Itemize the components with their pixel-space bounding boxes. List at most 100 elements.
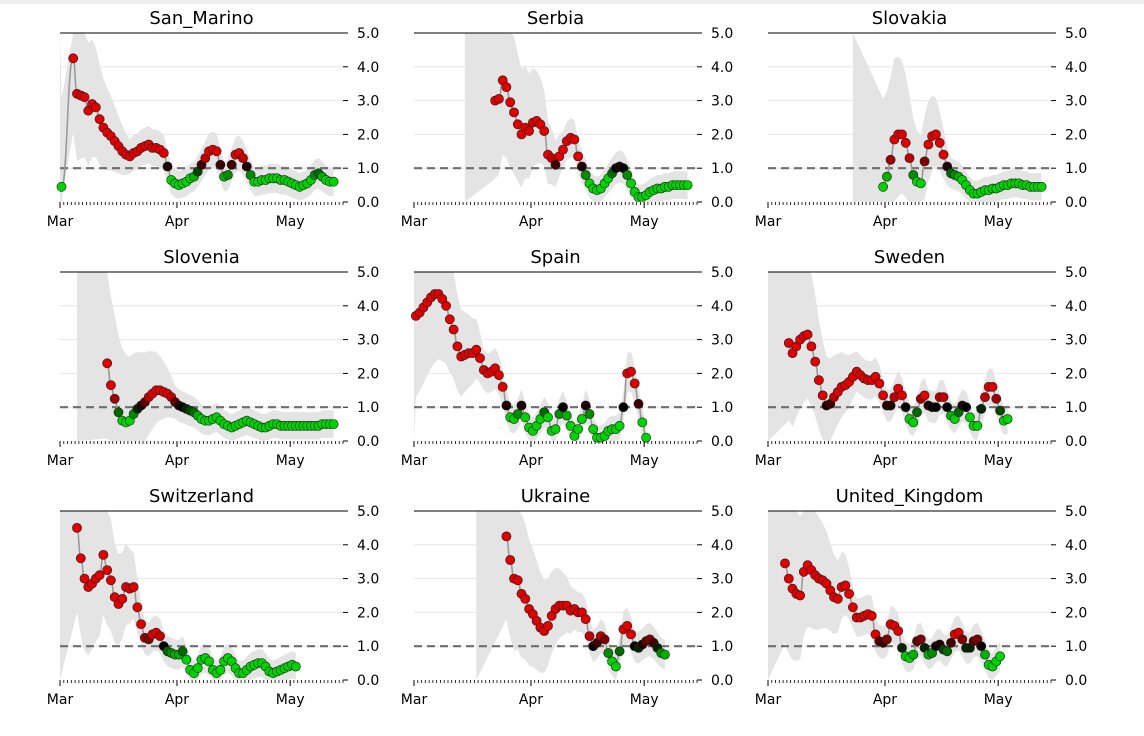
data-point: [908, 649, 919, 660]
data-point: [848, 602, 858, 613]
panel-title: San_Marino: [149, 8, 253, 29]
data-point: [832, 594, 843, 604]
panel-title: Switzerland: [149, 486, 254, 507]
y-tick-label: 1.0: [357, 161, 379, 177]
uncertainty-band: [852, 33, 1042, 202]
data-point: [441, 300, 451, 311]
data-point: [882, 171, 892, 182]
data-point: [874, 378, 885, 389]
data-point: [629, 378, 640, 389]
data-point: [603, 648, 614, 658]
y-tick-label: 4.0: [1065, 538, 1087, 554]
data-point: [1036, 181, 1047, 192]
top-edge-bar: [0, 0, 1144, 4]
data-point: [90, 102, 101, 113]
data-point: [885, 400, 896, 411]
uncertainty-band: [476, 511, 665, 680]
y-tick-label: 5.0: [711, 504, 733, 520]
panel-title: Ukraine: [521, 486, 591, 507]
y-tick-label: 2.0: [711, 366, 733, 382]
y-tick-label: 3.0: [1065, 333, 1087, 349]
y-tick-label: 2.0: [711, 127, 733, 143]
y-tick-label: 4.0: [357, 60, 379, 76]
y-tick-label: 0.0: [357, 673, 379, 689]
x-minor-ticks: [413, 202, 698, 205]
y-tick-label: 2.0: [1065, 605, 1087, 621]
y-tick-label: 3.0: [357, 94, 379, 110]
data-point: [501, 531, 512, 542]
data-point: [79, 573, 90, 584]
data-point: [328, 176, 339, 187]
data-point: [238, 153, 248, 163]
y-tick-label: 4.0: [711, 299, 733, 315]
data-point: [611, 661, 621, 672]
y-tick-label: 2.0: [711, 605, 733, 621]
data-point: [501, 82, 512, 92]
panel-title: United_Kingdom: [836, 486, 984, 507]
panel-title: Slovakia: [872, 8, 948, 29]
x-tick-label: May: [984, 453, 1013, 469]
y-tick-label: 5.0: [711, 265, 733, 281]
x-tick-label: Mar: [47, 214, 74, 230]
data-point: [995, 405, 1005, 416]
y-tick-label: 5.0: [1065, 504, 1087, 520]
data-point: [132, 602, 143, 613]
data-point: [68, 53, 79, 64]
x-tick-label: Mar: [755, 214, 782, 230]
y-tick-label: 3.0: [1065, 94, 1087, 110]
y-tick-label: 4.0: [711, 60, 733, 76]
data-point: [976, 641, 987, 652]
x-minor-ticks: [767, 680, 1052, 683]
data-point: [558, 144, 568, 155]
y-tick-label: 3.0: [357, 572, 379, 588]
x-tick-label: Apr: [873, 453, 897, 469]
data-point: [222, 170, 233, 180]
data-point: [328, 419, 339, 429]
x-tick-label: Apr: [519, 692, 543, 708]
data-point: [904, 153, 915, 163]
uncertainty-band: [77, 272, 334, 441]
y-tick-label: 0.0: [711, 195, 733, 211]
data-point: [817, 390, 828, 401]
data-point: [580, 614, 591, 625]
x-minor-ticks: [413, 441, 698, 444]
data-point: [550, 424, 561, 435]
data-point: [520, 412, 531, 423]
data-point: [72, 523, 82, 533]
data-point: [946, 637, 956, 648]
y-tick-label: 0.0: [711, 434, 733, 450]
data-point: [814, 375, 824, 386]
y-tick-label: 5.0: [1065, 265, 1087, 281]
x-tick-label: Apr: [873, 692, 897, 708]
data-point: [543, 412, 553, 423]
data-point: [660, 649, 670, 660]
data-point: [505, 97, 516, 108]
data-point: [584, 631, 595, 641]
data-point: [577, 414, 587, 424]
data-point: [75, 553, 86, 564]
x-tick-label: Mar: [755, 692, 782, 708]
x-tick-label: Mar: [401, 214, 428, 230]
data-point: [991, 393, 1002, 404]
x-tick-label: May: [630, 453, 659, 469]
data-point: [934, 137, 945, 148]
data-point: [539, 126, 550, 136]
data-point: [520, 594, 531, 604]
data-point: [584, 409, 595, 419]
data-point: [633, 398, 644, 409]
data-point: [980, 392, 990, 402]
data-point: [897, 390, 907, 401]
data-point: [471, 344, 482, 355]
data-point: [512, 575, 523, 586]
data-point: [900, 137, 911, 148]
data-point: [497, 381, 508, 392]
data-point: [215, 665, 226, 675]
x-tick-label: Apr: [165, 453, 189, 469]
data-point: [155, 631, 165, 641]
y-tick-label: 5.0: [1065, 26, 1087, 42]
x-minor-ticks: [59, 680, 344, 683]
data-point: [637, 417, 648, 428]
panel-united-kingdom: Mar Apr May 5.0 4.0 3.0 2.0 1.0 0.0 United_Kingdo…: [755, 486, 1087, 708]
data-point: [622, 170, 633, 180]
data-point: [102, 358, 113, 369]
